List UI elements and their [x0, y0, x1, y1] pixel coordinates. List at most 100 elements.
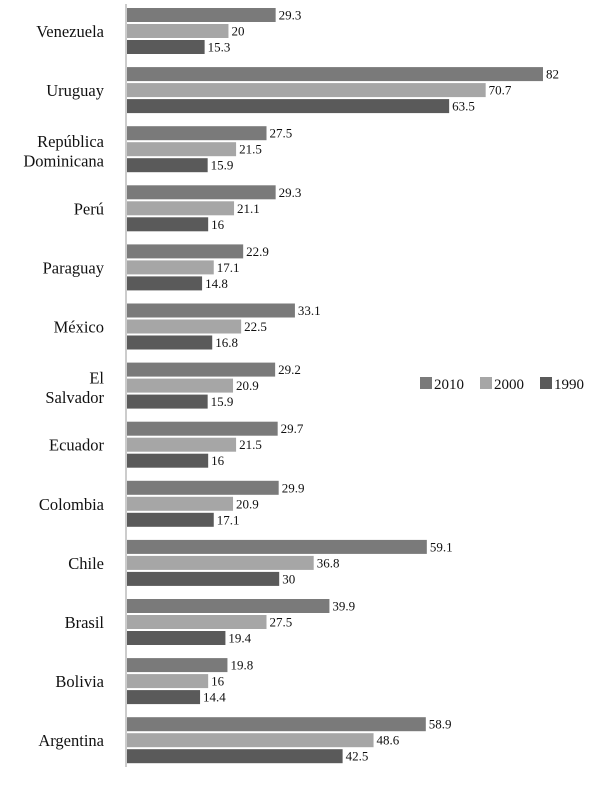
bar-argentina-1990	[127, 749, 343, 764]
value-label-mexico-1990: 16.8	[215, 335, 238, 350]
value-label-ecuador-2010: 29.7	[281, 421, 304, 436]
value-label-peru-2000: 21.1	[237, 201, 260, 216]
value-label-paraguay-2000: 17.1	[217, 260, 240, 275]
bar-brasil-1990	[127, 631, 226, 645]
category-label-paraguay: Paraguay	[43, 258, 105, 277]
value-label-uruguay-2000: 70.7	[489, 83, 512, 98]
category-label-mexico: México	[54, 318, 104, 337]
bar-argentina-2000	[127, 733, 374, 748]
legend-label-2000: 2000	[494, 377, 524, 393]
bar-el-salvador-2000	[127, 378, 234, 393]
category-label-argentina: Argentina	[38, 731, 104, 750]
value-label-uruguay-1990: 63.5	[452, 99, 475, 114]
bar-colombia-2000	[127, 496, 234, 511]
bar-brasil-2000	[127, 615, 267, 629]
bar-chile-2000	[127, 555, 314, 570]
value-label-mexico-2000: 22.5	[244, 319, 267, 334]
value-label-republica-dominicana-2010: 27.5	[270, 126, 293, 141]
value-label-peru-2010: 29.3	[279, 185, 302, 200]
bar-republica-dominicana-2010	[127, 126, 267, 141]
value-label-ecuador-1990: 16	[211, 453, 225, 468]
value-label-uruguay-2010: 82	[546, 67, 559, 82]
legend: 2010 2000 1990	[420, 377, 584, 393]
bar-ecuador-2000	[127, 437, 237, 452]
legend-swatch-1990	[540, 377, 552, 389]
bar-venezuela-1990	[127, 40, 205, 54]
value-label-argentina-2010: 58.9	[429, 717, 452, 732]
value-label-republica-dominicana-2000: 21.5	[239, 142, 262, 157]
value-label-peru-1990: 16	[211, 217, 225, 232]
value-label-paraguay-1990: 14.8	[205, 276, 228, 291]
value-label-colombia-1990: 17.1	[217, 512, 240, 527]
bar-peru-2010	[127, 185, 276, 200]
value-label-brasil-2010: 39.9	[332, 599, 355, 614]
bar-venezuela-2000	[127, 24, 229, 38]
value-label-paraguay-2010: 22.9	[246, 244, 269, 259]
legend-label-1990: 1990	[554, 377, 584, 393]
value-label-venezuela-1990: 15.3	[208, 40, 231, 55]
bar-colombia-1990	[127, 512, 214, 527]
value-label-ecuador-2000: 21.5	[239, 437, 262, 452]
legend-swatch-2010	[420, 377, 432, 389]
category-label-uruguay: Uruguay	[46, 81, 104, 100]
value-label-argentina-1990: 42.5	[346, 749, 369, 764]
bar-venezuela-2010	[127, 8, 276, 22]
category-label-venezuela: Venezuela	[36, 22, 104, 41]
value-label-brasil-2000: 27.5	[270, 615, 293, 630]
bar-uruguay-2010	[127, 67, 543, 82]
value-label-el-salvador-2010: 29.2	[278, 362, 301, 377]
category-label-brasil: Brasil	[65, 613, 105, 632]
category-label-el-salvador: El Salvador	[45, 369, 104, 408]
bar-paraguay-2010	[127, 244, 244, 259]
bar-peru-1990	[127, 217, 209, 232]
value-label-colombia-2010: 29.9	[282, 480, 305, 495]
legend-label-2010: 2010	[434, 377, 464, 393]
value-label-mexico-2010: 33.1	[298, 303, 321, 318]
bar-mexico-1990	[127, 335, 213, 350]
bar-chile-1990	[127, 571, 280, 586]
bar-colombia-2010	[127, 480, 279, 495]
bar-bolivia-2010	[127, 658, 228, 673]
bar-el-salvador-2010	[127, 362, 276, 377]
category-label-bolivia: Bolivia	[55, 672, 104, 691]
bar-mexico-2010	[127, 303, 295, 318]
category-labels: Venezuela Uruguay República Dominicana Perú P…	[23, 22, 104, 750]
value-label-venezuela-2000: 20	[231, 24, 244, 39]
value-label-bolivia-2010: 19.8	[230, 658, 253, 673]
bar-republica-dominicana-2000	[127, 142, 237, 157]
value-label-colombia-2000: 20.9	[236, 496, 259, 511]
category-label-peru: Perú	[74, 199, 104, 218]
value-label-chile-2010: 59.1	[430, 539, 453, 554]
value-label-venezuela-2010: 29.3	[279, 8, 302, 23]
bar-bolivia-1990	[127, 690, 201, 705]
value-label-chile-1990: 30	[282, 571, 295, 586]
bar-chile-2010	[127, 539, 427, 554]
value-label-republica-dominicana-1990: 15.9	[211, 158, 234, 173]
category-label-chile: Chile	[68, 554, 104, 573]
bar-mexico-2000	[127, 319, 242, 334]
value-label-el-salvador-1990: 15.9	[211, 394, 234, 409]
bar-uruguay-2000	[127, 83, 486, 98]
value-label-argentina-2000: 48.6	[377, 733, 400, 748]
bar-paraguay-2000	[127, 260, 214, 275]
bar-peru-2000	[127, 201, 235, 216]
bar-argentina-2010	[127, 717, 426, 732]
value-label-bolivia-1990: 14.4	[203, 690, 226, 705]
bar-republica-dominicana-1990	[127, 158, 208, 173]
value-label-bolivia-2000: 16	[211, 674, 225, 689]
category-label-ecuador: Ecuador	[49, 436, 104, 455]
category-label-republica-dominicana: República Dominicana	[23, 132, 104, 171]
bar-paraguay-1990	[127, 276, 203, 291]
bar-ecuador-1990	[127, 453, 209, 468]
bar-bolivia-2000	[127, 674, 209, 689]
bar-el-salvador-1990	[127, 394, 208, 409]
legend-swatch-2000	[480, 377, 492, 389]
bar-brasil-2010	[127, 599, 330, 613]
category-label-colombia: Colombia	[39, 495, 105, 514]
value-label-el-salvador-2000: 20.9	[236, 378, 259, 393]
value-label-chile-2000: 36.8	[317, 555, 340, 570]
value-label-brasil-1990: 19.4	[228, 631, 251, 646]
bar-ecuador-2010	[127, 421, 278, 436]
